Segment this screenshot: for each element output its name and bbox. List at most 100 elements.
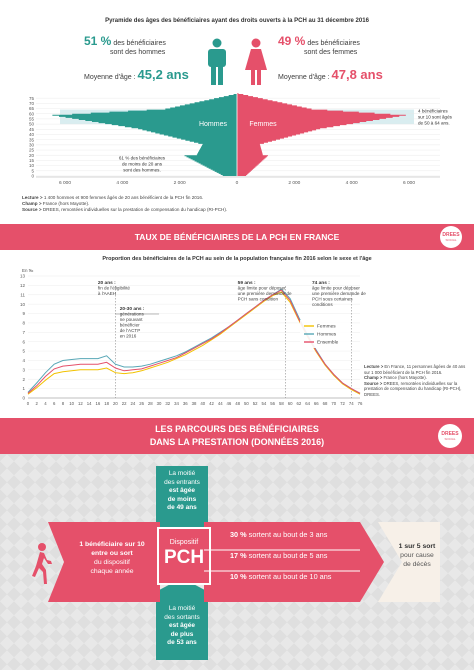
right-flow-text: 1 sur 5 sort pour cause de décès xyxy=(398,543,436,568)
annotation-left-line: sont des hommes. xyxy=(123,167,161,172)
chart-y-tick-label: 11 xyxy=(20,292,25,297)
chart-x-tick-label: 72 xyxy=(340,401,345,406)
man-icon xyxy=(208,38,226,85)
chart-annotation-line: PCH sous certaines xyxy=(312,297,353,302)
y-tick-label: 20 xyxy=(29,153,35,158)
legend-label-femmes: Femmes xyxy=(317,324,336,330)
chart-x-tick-label: 22 xyxy=(122,401,127,406)
y-tick-label: 70 xyxy=(29,101,35,106)
legend-label-ensemble: Ensemble xyxy=(317,340,339,346)
chart-annotation-title: 20 ans : xyxy=(98,280,116,286)
chart-note-lecture: Lecture > En France, 11 personnes âgées … xyxy=(364,364,466,375)
chart-x-tick-label: 54 xyxy=(262,401,267,406)
chart-y-tick-label: 3 xyxy=(22,367,25,372)
annotation-right-line: de 50 à 64 ans. xyxy=(418,121,450,126)
annotation-left-line: 61 % des bénéficiaires xyxy=(119,155,166,160)
row-3-ans: 30 % sortent au bout de 3 ans xyxy=(230,530,328,539)
pyramid-title-start: Pyramide des âges des bénéficiaires ayan… xyxy=(105,18,307,24)
chart-x-tick-label: 44 xyxy=(218,401,223,406)
chart-x-tick-label: 46 xyxy=(227,401,232,406)
women-text1: des bénéficiaires xyxy=(307,40,360,47)
drees-logo-2: DREES SOCIAL xyxy=(438,424,462,448)
chart-y-tick-label: 9 xyxy=(22,311,25,316)
men-avg-label: Moyenne d'âge : xyxy=(84,74,136,81)
women-avg-label: Moyenne d'âge : xyxy=(278,74,330,81)
chart-y-tick-label: 2 xyxy=(22,377,25,382)
y-tick-label: 5 xyxy=(31,168,34,173)
chart-y-tick-label: 5 xyxy=(22,349,25,354)
y-tick-label: 35 xyxy=(29,137,35,142)
banner-parcours: LES PARCOURS DES BÉNÉFICIAIRES DANS LA P… xyxy=(0,418,474,454)
chart-y-tick-label: 13 xyxy=(20,274,26,279)
y-axis-label: En ‰ xyxy=(22,268,34,273)
chart-x-tick-label: 0 xyxy=(27,401,30,406)
chart-x-tick-label: 76 xyxy=(358,401,363,406)
woman-icon xyxy=(245,38,267,85)
chart-annotation-line: de l'ACTP xyxy=(120,328,141,333)
annotation-left-line: de moins de 20 ans xyxy=(122,161,163,166)
x-tick-label: 4 000 xyxy=(116,180,128,186)
y-tick-label: 50 xyxy=(29,122,35,127)
pyramid-notes: Lecture > 1 400 hommes et 900 femmes âgé… xyxy=(22,195,462,213)
walking-person-icon xyxy=(32,543,52,584)
chart-x-tick-label: 10 xyxy=(69,401,74,406)
x-tick-label: 2 000 xyxy=(288,180,300,186)
banner-parcours-title2: DANS LA PRESTATION (DONNÉES 2016) xyxy=(149,437,325,447)
pyramid-women-bars xyxy=(237,92,406,176)
y-tick-label: 40 xyxy=(29,132,35,137)
y-tick-label: 15 xyxy=(29,158,35,163)
chart-x-tick-label: 16 xyxy=(96,401,101,406)
entrants-text: La moitié des entrants est âgée de moins… xyxy=(164,470,200,511)
chart-x-tick-label: 56 xyxy=(270,401,275,406)
x-tick-label: 6 000 xyxy=(403,180,415,186)
chart-x-tick-label: 36 xyxy=(183,401,188,406)
chart-x-tick-label: 52 xyxy=(253,401,258,406)
chart-annotation-line: à l'AAEH xyxy=(98,291,116,296)
chart-x-tick-label: 74 xyxy=(349,401,354,406)
chart-x-tick-label: 32 xyxy=(165,401,170,406)
banner-parcours-title1: LES PARCOURS DES BÉNÉFICIAIRES xyxy=(155,424,319,434)
x-tick-label: 6 000 xyxy=(59,180,71,186)
chart-note-source: Source > DREES, remontées individuelles … xyxy=(364,380,462,397)
chart-annotation-line: bénéficier xyxy=(120,323,140,328)
chart-x-tick-label: 14 xyxy=(87,401,92,406)
chart-x-tick-label: 48 xyxy=(235,401,240,406)
chart-x-tick-label: 50 xyxy=(244,401,249,406)
chart-annotation-line: âge limite pour déposer xyxy=(312,286,360,291)
pyramid-note-lecture: Lecture > 1 400 hommes et 900 femmes âgé… xyxy=(22,195,204,200)
chart-annotation-line: une première demande de xyxy=(312,291,366,296)
x-tick-label: 0 xyxy=(236,180,239,186)
women-avg: Moyenne d'âge : 47,8 ans xyxy=(278,67,383,82)
y-tick-label: 25 xyxy=(29,148,35,153)
banner-taux: TAUX DE BÉNÉFICIAIRES DE LA PCH EN FRANC… xyxy=(0,224,474,250)
men-avg: Moyenne d'âge : 45,2 ans xyxy=(84,67,189,82)
chart-y-tick-label: 12 xyxy=(20,283,26,288)
y-tick-label: 60 xyxy=(29,111,35,116)
chart-x-tick-label: 2 xyxy=(36,401,39,406)
women-avg-value: 47,8 ans xyxy=(331,67,383,82)
chart-annotation-line: conditions xyxy=(312,302,333,307)
row-10-ans: 10 % sortent au bout de 10 ans xyxy=(230,572,332,581)
chart-x-tick-label: 20 xyxy=(113,401,118,406)
chart-annotation-line: âge limite pour déposer xyxy=(238,286,286,291)
chart-x-tick-label: 68 xyxy=(323,401,328,406)
pyramid-title-end: au 31 décembre 2016 xyxy=(308,18,369,24)
chart-annotation-line: fin de l'éligibilité xyxy=(98,286,130,291)
drees-logo-1: DREES SOCIAL xyxy=(440,226,462,248)
chart-x-tick-label: 12 xyxy=(78,401,83,406)
chart-x-tick-label: 38 xyxy=(192,401,197,406)
pyramid-men-bars xyxy=(52,92,238,176)
left-flow-text: 1 bénéficiaire sur 10 entre ou sort du d… xyxy=(79,541,145,575)
women-pct: 49 % xyxy=(278,34,306,48)
chart-x-tick-label: 58 xyxy=(279,401,284,406)
chart-x-tick-label: 4 xyxy=(44,401,47,406)
chart-x-tick-label: 70 xyxy=(331,401,336,406)
chart-annotation-title: 20-30 ans : xyxy=(120,306,145,312)
chart-annotation-line: une première demande de xyxy=(238,291,292,296)
x-tick-label: 2 000 xyxy=(174,180,186,186)
chart-notes: Lecture > En France, 11 personnes âgées … xyxy=(364,364,472,397)
y-tick-label: 0 xyxy=(31,174,34,179)
men-stat: 51 % des bénéficiaires sont des hommes xyxy=(84,35,202,57)
chart-y-tick-label: 6 xyxy=(22,339,25,344)
y-tick-label: 65 xyxy=(29,106,35,111)
